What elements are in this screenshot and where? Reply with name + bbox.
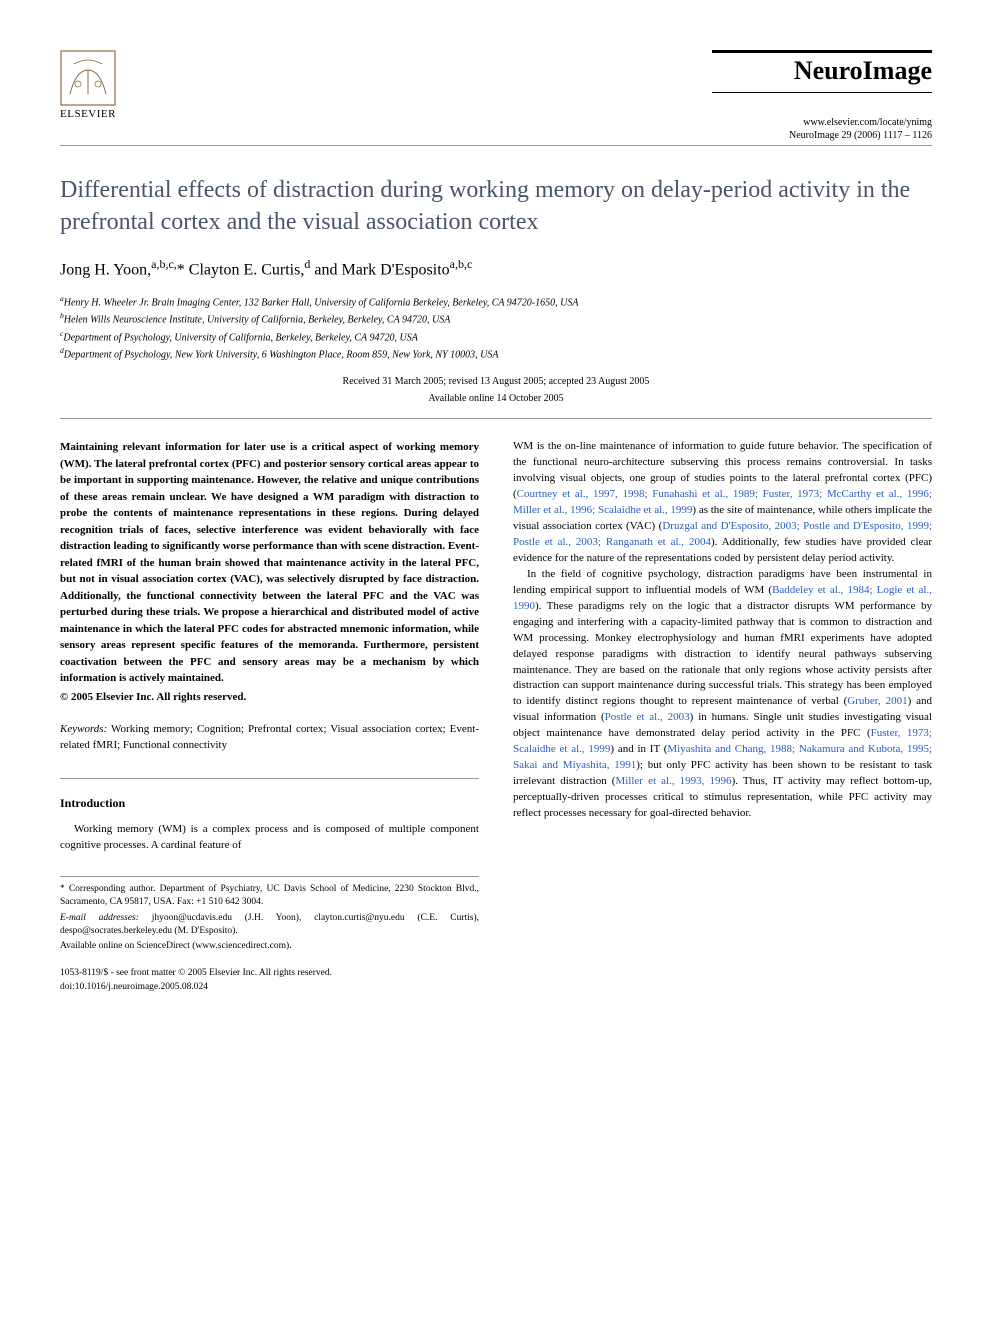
keywords-label: Keywords: <box>60 723 107 735</box>
two-column-layout: Maintaining relevant information for lat… <box>60 439 932 994</box>
authors: Jong H. Yoon,a,b,c,* Clayton E. Curtis,d… <box>60 257 932 279</box>
email-label: E-mail addresses: <box>60 913 139 923</box>
front-matter-line: 1053-8119/$ - see front matter © 2005 El… <box>60 967 479 980</box>
bottom-meta: 1053-8119/$ - see front matter © 2005 El… <box>60 967 479 994</box>
intro-heading: Introduction <box>60 795 479 812</box>
affiliation: dDepartment of Psychology, New York Univ… <box>60 345 932 362</box>
affiliation: bHelen Wills Neuroscience Institute, Uni… <box>60 310 932 327</box>
publisher-name: ELSEVIER <box>60 108 116 120</box>
article-title: Differential effects of distraction duri… <box>60 174 932 239</box>
publisher-logo-icon <box>60 50 116 106</box>
text-run: ). These paradigms rely on the logic tha… <box>513 600 932 708</box>
citation-link[interactable]: Gruber, 2001 <box>847 695 907 707</box>
abstract-copyright: © 2005 Elsevier Inc. All rights reserved… <box>60 690 479 706</box>
doi-line: doi:10.1016/j.neuroimage.2005.08.024 <box>60 981 479 994</box>
publisher-block: ELSEVIER <box>60 50 116 120</box>
affiliation: cDepartment of Psychology, University of… <box>60 328 932 345</box>
journal-url: www.elsevier.com/locate/ynimg <box>712 117 932 128</box>
journal-citation: NeuroImage 29 (2006) 1117 – 1126 <box>712 130 932 141</box>
intro-para-2: WM is the on-line maintenance of informa… <box>513 439 932 567</box>
received-dates: Received 31 March 2005; revised 13 Augus… <box>60 376 932 387</box>
section-divider <box>60 778 479 779</box>
left-column: Maintaining relevant information for lat… <box>60 439 479 994</box>
email-addresses: E-mail addresses: jhyoon@ucdavis.edu (J.… <box>60 912 479 939</box>
intro-para-1: Working memory (WM) is a complex process… <box>60 822 479 854</box>
text-run: ) and in IT ( <box>610 743 667 755</box>
abstract: Maintaining relevant information for lat… <box>60 439 479 687</box>
affiliations: aHenry H. Wheeler Jr. Brain Imaging Cent… <box>60 293 932 362</box>
corresponding-author-note: * Corresponding author. Department of Ps… <box>60 883 479 910</box>
affiliation: aHenry H. Wheeler Jr. Brain Imaging Cent… <box>60 293 932 310</box>
keywords: Keywords: Working memory; Cognition; Pre… <box>60 722 479 754</box>
footnotes: * Corresponding author. Department of Ps… <box>60 876 479 953</box>
intro-para-3: In the field of cognitive psychology, di… <box>513 567 932 822</box>
journal-block: NeuroImage www.elsevier.com/locate/ynimg… <box>712 50 932 141</box>
right-column: WM is the on-line maintenance of informa… <box>513 439 932 994</box>
available-date: Available online 14 October 2005 <box>60 393 932 404</box>
citation-link[interactable]: Postle et al., 2003 <box>605 711 690 723</box>
journal-title: NeuroImage <box>712 50 932 93</box>
sciencedirect-note: Available online on ScienceDirect (www.s… <box>60 940 479 953</box>
keywords-text: Working memory; Cognition; Prefrontal co… <box>60 723 479 751</box>
frontmatter-divider <box>60 418 932 419</box>
header-row: ELSEVIER NeuroImage www.elsevier.com/loc… <box>60 50 932 146</box>
citation-link[interactable]: Miller et al., 1993, 1996 <box>615 775 731 787</box>
